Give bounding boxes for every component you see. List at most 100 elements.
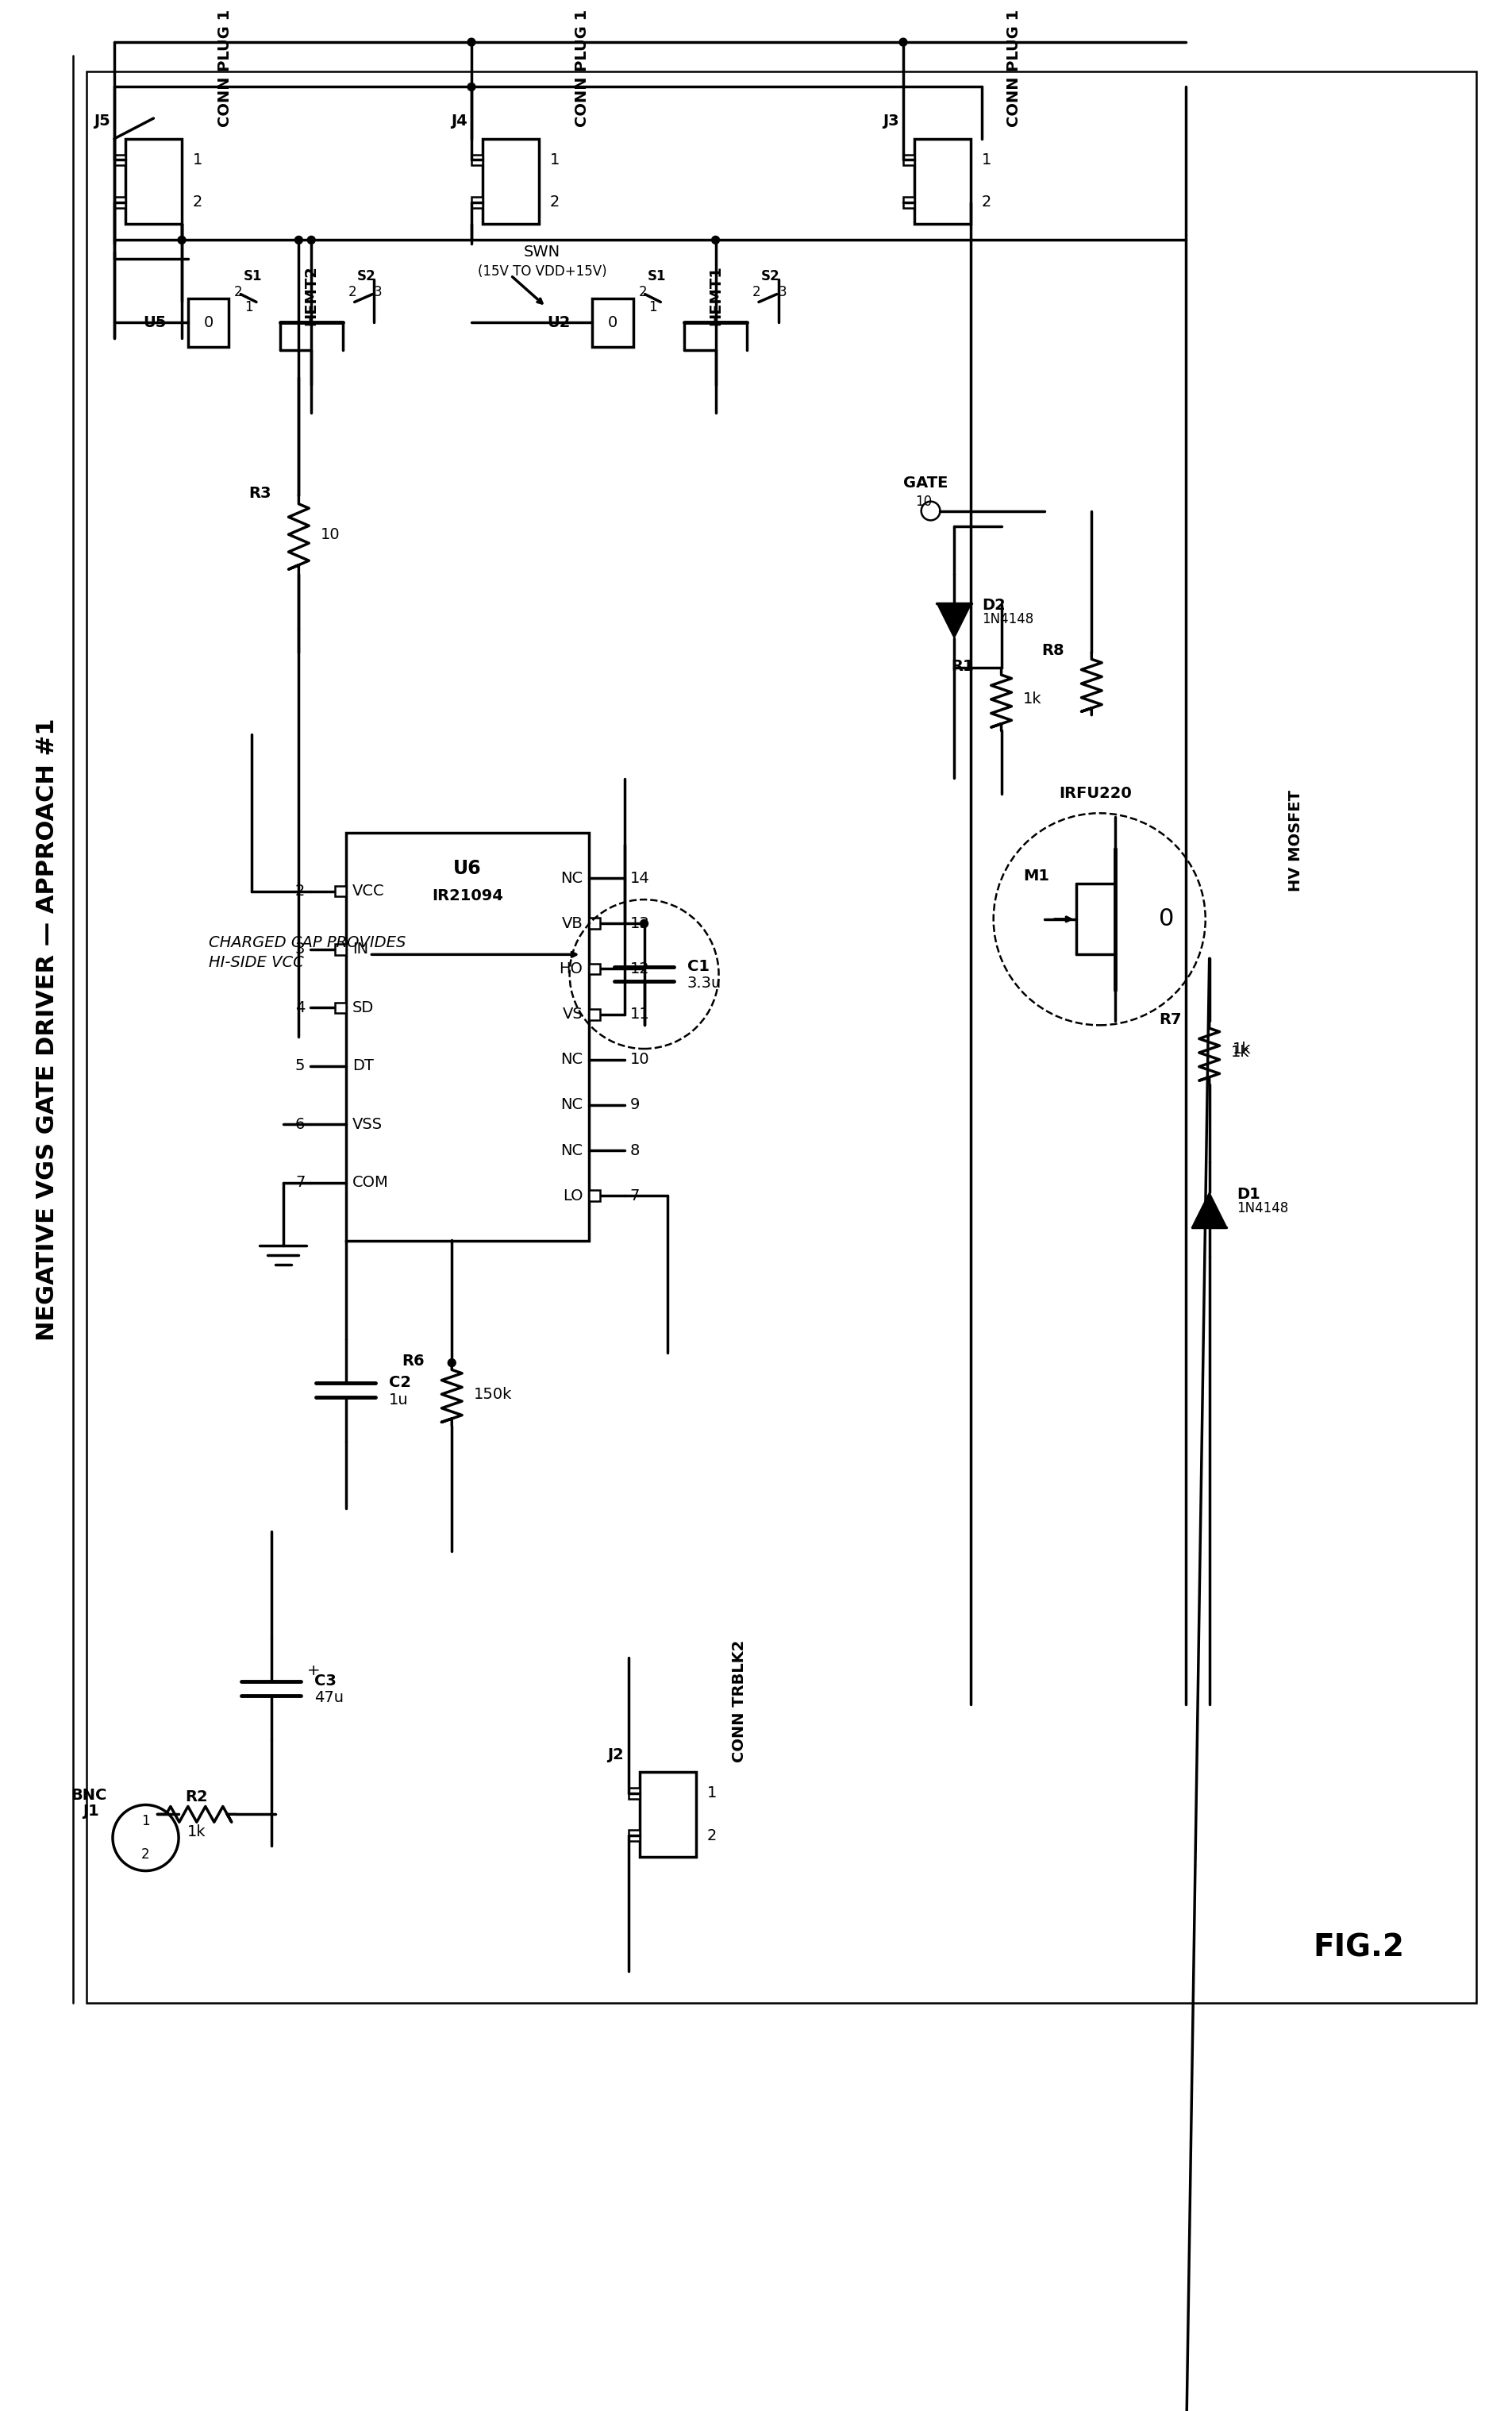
Text: CONN PLUG 1: CONN PLUG 1	[575, 10, 590, 128]
Text: IR21094: IR21094	[431, 887, 503, 904]
Text: R7: R7	[1158, 1013, 1181, 1027]
Text: 11: 11	[629, 1008, 649, 1022]
Text: +: +	[307, 1664, 321, 1678]
Circle shape	[711, 236, 720, 244]
Text: LO: LO	[562, 1189, 582, 1203]
Text: 13: 13	[629, 916, 649, 931]
Text: HEMT1: HEMT1	[708, 265, 723, 325]
Text: 4: 4	[295, 1001, 305, 1015]
Text: 47u: 47u	[314, 1690, 343, 1705]
Text: R2: R2	[186, 1789, 209, 1803]
Text: 1N4148: 1N4148	[1237, 1201, 1288, 1215]
Bar	[588, 1008, 600, 1020]
Text: NEGATIVE VGS GATE DRIVER — APPROACH #1: NEGATIVE VGS GATE DRIVER — APPROACH #1	[36, 718, 59, 1341]
Bar	[627, 1787, 640, 1799]
Text: C1: C1	[686, 960, 709, 974]
Text: 3.3u: 3.3u	[686, 976, 721, 991]
Bar	[588, 964, 600, 974]
Text: 1k: 1k	[187, 1825, 206, 1840]
Text: NC: NC	[561, 1051, 582, 1068]
Text: R8: R8	[1040, 644, 1063, 658]
Text: VCC: VCC	[352, 882, 384, 899]
Text: HO: HO	[559, 962, 582, 976]
Text: 1u: 1u	[389, 1391, 408, 1408]
Text: 10: 10	[321, 528, 340, 542]
Text: M1: M1	[1024, 868, 1049, 882]
Bar	[482, 140, 538, 224]
Text: 2: 2	[234, 284, 242, 299]
Text: GATE: GATE	[903, 475, 948, 492]
Text: 1k: 1k	[1022, 692, 1042, 706]
Bar	[472, 198, 482, 207]
Text: IRFU220: IRFU220	[1058, 786, 1131, 800]
Text: C3: C3	[314, 1673, 336, 1688]
Text: 3: 3	[777, 284, 786, 299]
Text: S1: S1	[647, 270, 665, 282]
Text: SD: SD	[352, 1001, 373, 1015]
Circle shape	[307, 236, 314, 244]
Polygon shape	[936, 603, 971, 639]
Bar	[125, 140, 181, 224]
Text: 1: 1	[192, 152, 203, 166]
Text: J4: J4	[451, 113, 467, 130]
Text: 1k: 1k	[1232, 1042, 1250, 1056]
Text: 2: 2	[348, 284, 357, 299]
Circle shape	[898, 39, 907, 46]
Text: 1: 1	[649, 301, 656, 316]
Bar	[334, 885, 346, 897]
Text: 6: 6	[295, 1116, 305, 1133]
Text: 1: 1	[981, 152, 990, 166]
Text: 2: 2	[295, 882, 305, 899]
Text: NC: NC	[561, 870, 582, 885]
Text: 2: 2	[706, 1828, 717, 1842]
Bar	[115, 198, 125, 207]
Bar	[187, 299, 228, 347]
Text: 0: 0	[608, 316, 617, 330]
Text: J3: J3	[881, 113, 898, 130]
Text: 2: 2	[981, 195, 990, 210]
Bar	[903, 198, 913, 207]
Text: NC: NC	[561, 1143, 582, 1157]
Text: VS: VS	[562, 1008, 582, 1022]
Text: J2: J2	[608, 1748, 624, 1762]
Text: HV MOSFET: HV MOSFET	[1288, 791, 1302, 892]
Text: 0: 0	[204, 316, 213, 330]
Text: 8: 8	[629, 1143, 640, 1157]
Text: CONN PLUG 1: CONN PLUG 1	[1005, 10, 1021, 128]
Text: COM: COM	[352, 1174, 389, 1191]
Bar	[640, 1772, 696, 1856]
Circle shape	[467, 82, 475, 92]
Circle shape	[467, 39, 475, 46]
Text: C2: C2	[389, 1374, 411, 1391]
Circle shape	[178, 236, 186, 244]
Text: 1N4148: 1N4148	[981, 612, 1033, 627]
Text: 1: 1	[243, 301, 253, 316]
Text: S2: S2	[357, 270, 375, 282]
Text: 150k: 150k	[473, 1386, 513, 1401]
Text: HEMT2: HEMT2	[304, 265, 319, 325]
Text: FIG.2: FIG.2	[1312, 1934, 1403, 1963]
Text: R3: R3	[248, 487, 271, 501]
Text: CONN PLUG 1: CONN PLUG 1	[218, 10, 233, 128]
Text: 3: 3	[295, 943, 305, 957]
Text: 2: 2	[142, 1847, 150, 1861]
Text: 2: 2	[638, 284, 647, 299]
Bar	[913, 140, 971, 224]
Circle shape	[295, 236, 302, 244]
Text: BNC: BNC	[71, 1789, 107, 1803]
Text: 0: 0	[1158, 907, 1173, 931]
Text: 10: 10	[629, 1051, 649, 1068]
Text: (15V TO VDD+15V): (15V TO VDD+15V)	[478, 265, 606, 280]
Text: 1k: 1k	[1231, 1044, 1249, 1061]
Text: 2: 2	[192, 195, 203, 210]
Bar	[334, 1003, 346, 1013]
Text: 1: 1	[142, 1813, 150, 1828]
Circle shape	[448, 1360, 455, 1367]
Bar	[346, 832, 588, 1242]
Bar	[903, 154, 913, 166]
Polygon shape	[1191, 1193, 1226, 1227]
Bar	[593, 299, 634, 347]
Text: 2: 2	[550, 195, 559, 210]
Text: DT: DT	[352, 1058, 373, 1073]
Text: S1: S1	[243, 270, 262, 282]
